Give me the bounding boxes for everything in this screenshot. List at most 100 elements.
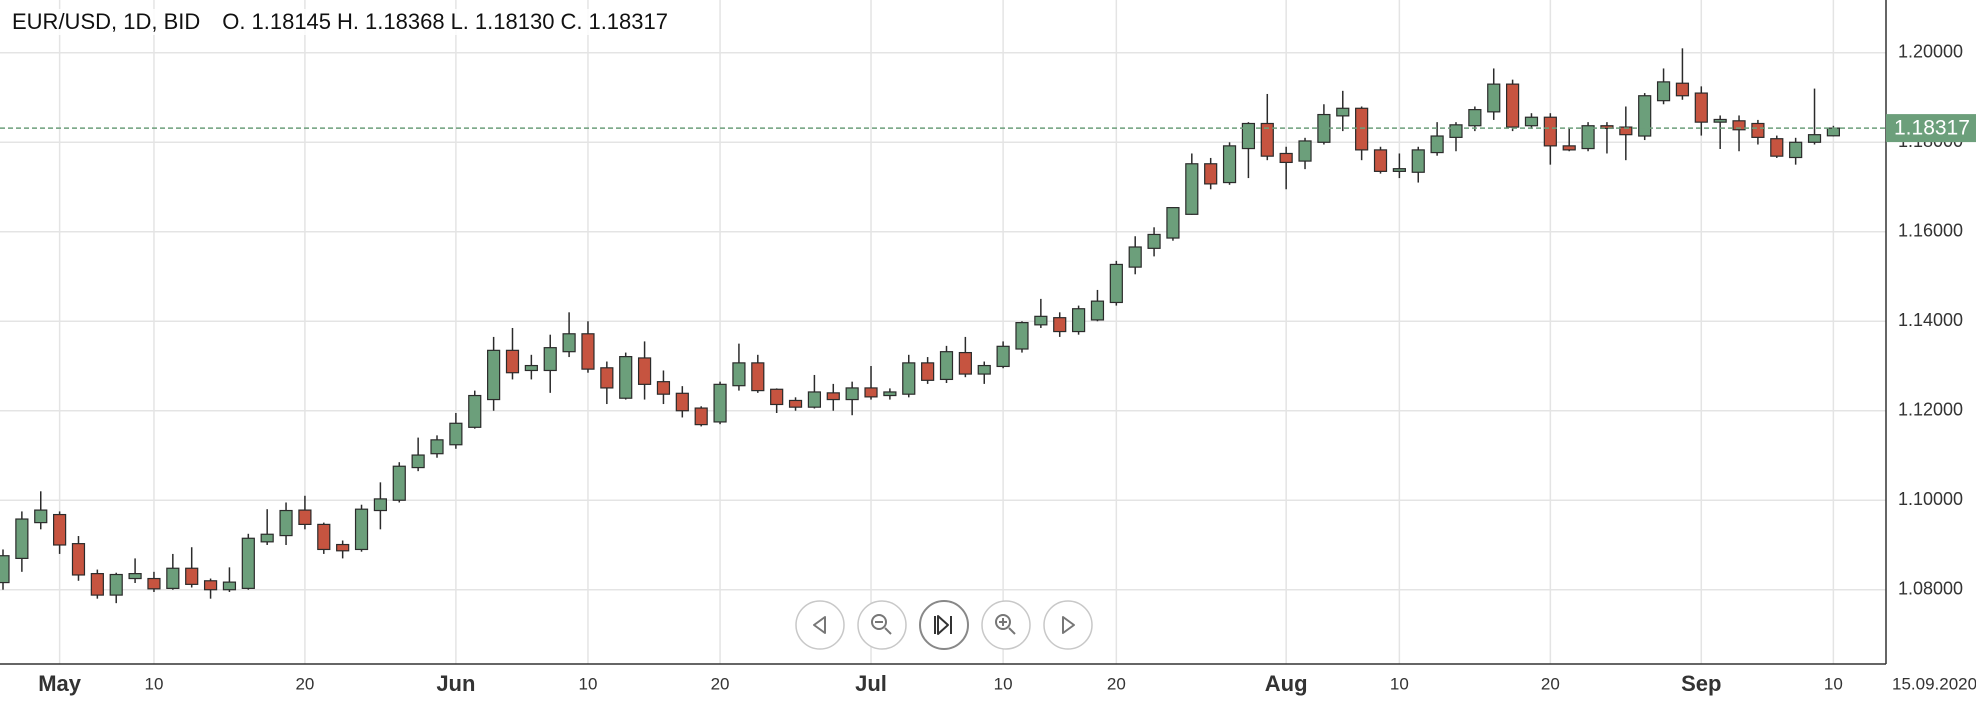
candle-body — [1581, 125, 1595, 150]
y-tick-label: 1.16000 — [1898, 221, 1963, 241]
candle-body — [185, 567, 199, 585]
x-tick-label: 20 — [1541, 674, 1560, 693]
button-circle — [981, 600, 1031, 650]
candle-body — [1260, 122, 1274, 157]
candle-body — [1770, 138, 1784, 157]
ohlc-value: 1.18317 — [588, 9, 668, 34]
x-tick-label: Jul — [855, 671, 887, 696]
candle-body — [317, 523, 331, 551]
candle-body — [1147, 233, 1161, 249]
zoom-out[interactable] — [857, 600, 907, 650]
candle-body — [1185, 163, 1199, 215]
candle-body — [1015, 322, 1029, 350]
candle-body — [1449, 124, 1463, 138]
ohlc-value: 1.18130 — [474, 9, 555, 34]
candle-body — [34, 509, 48, 524]
candle-body — [430, 439, 444, 455]
candle-body — [864, 387, 878, 398]
candle-body — [90, 573, 104, 596]
candle-body — [826, 392, 840, 401]
date-label: 15.09.2020 — [1892, 674, 1976, 693]
candle-body — [1713, 118, 1727, 123]
candle-body — [392, 465, 406, 501]
candle-body — [1053, 317, 1067, 333]
ohlc-label: L. — [450, 9, 469, 34]
candle-body — [883, 391, 897, 397]
ohlc-label: C. — [560, 9, 583, 34]
candle-body — [1034, 315, 1048, 326]
x-tick-label: 10 — [1390, 674, 1409, 693]
candle-body — [524, 364, 538, 372]
y-tick-label: 1.08000 — [1898, 578, 1963, 598]
candle-body — [279, 509, 293, 537]
candle-body — [373, 498, 387, 512]
ohlc-value: 1.18368 — [365, 9, 445, 34]
candle-body — [1430, 135, 1444, 154]
candle-body — [1694, 92, 1708, 123]
candle-body — [1619, 126, 1633, 136]
candle-body — [1505, 83, 1520, 128]
candle-body — [1807, 134, 1822, 143]
candle-body — [1468, 109, 1482, 127]
candle-body — [656, 381, 671, 395]
chart-header: EUR/USD, 1D, BID O. 1.18145 H. 1.18368 L. 1.18… — [12, 9, 674, 35]
candle-body — [222, 581, 237, 591]
y-tick-label: 1.12000 — [1898, 399, 1963, 419]
x-tick-label: 10 — [1824, 674, 1843, 693]
candle-body — [845, 387, 859, 401]
x-tick-label: May — [38, 671, 82, 696]
button-icon — [813, 616, 826, 634]
candle-body — [1675, 82, 1690, 97]
candle-body — [1128, 246, 1142, 268]
candle-body — [354, 508, 369, 551]
candle-body — [1562, 145, 1576, 151]
candle-body — [1109, 263, 1123, 304]
y-tick-label: 1.20000 — [1898, 42, 1963, 62]
candle-body — [902, 362, 916, 395]
nav-forward[interactable] — [1043, 600, 1093, 650]
candle-body — [411, 454, 425, 469]
candle-body — [732, 362, 746, 387]
button-icon — [1062, 616, 1075, 634]
x-tick-label: Jun — [436, 671, 475, 696]
candle-body — [1826, 127, 1840, 137]
candle-body — [1298, 140, 1312, 162]
candle-body — [166, 567, 180, 589]
candle-body — [977, 364, 991, 375]
candle-body — [1656, 81, 1671, 102]
candle-body — [505, 349, 520, 374]
candle-body — [203, 580, 218, 591]
button-icon — [934, 615, 952, 635]
candle-body — [600, 367, 614, 389]
candle-body — [1204, 163, 1218, 185]
candle-body — [468, 394, 482, 428]
candle-body — [751, 362, 765, 392]
candle-body — [336, 543, 350, 552]
candle-body — [147, 577, 161, 590]
candle-body — [1524, 116, 1539, 127]
candle-body — [260, 533, 274, 543]
candle-body — [1600, 125, 1614, 130]
candle-body — [15, 518, 29, 560]
reset-view[interactable] — [919, 600, 969, 650]
candle-body — [562, 333, 576, 353]
x-tick-label: 20 — [295, 674, 314, 693]
candle-body — [1071, 308, 1086, 333]
candle-body — [1355, 107, 1369, 151]
candle-body — [619, 356, 633, 399]
candle-body — [921, 362, 935, 381]
candle-body — [1487, 83, 1501, 113]
symbol: EUR/USD, 1D, BID — [12, 9, 201, 34]
candle-body — [1336, 107, 1350, 117]
button-circle — [795, 600, 845, 650]
button-icon — [995, 614, 1016, 635]
x-tick-label: Aug — [1265, 671, 1308, 696]
button-circle — [1043, 600, 1093, 650]
zoom-in[interactable] — [981, 600, 1031, 650]
candle-body — [1392, 168, 1406, 172]
candle-body — [449, 422, 463, 446]
nav-back[interactable] — [795, 600, 845, 650]
button-circle — [919, 600, 969, 650]
candle-body — [1789, 141, 1803, 159]
